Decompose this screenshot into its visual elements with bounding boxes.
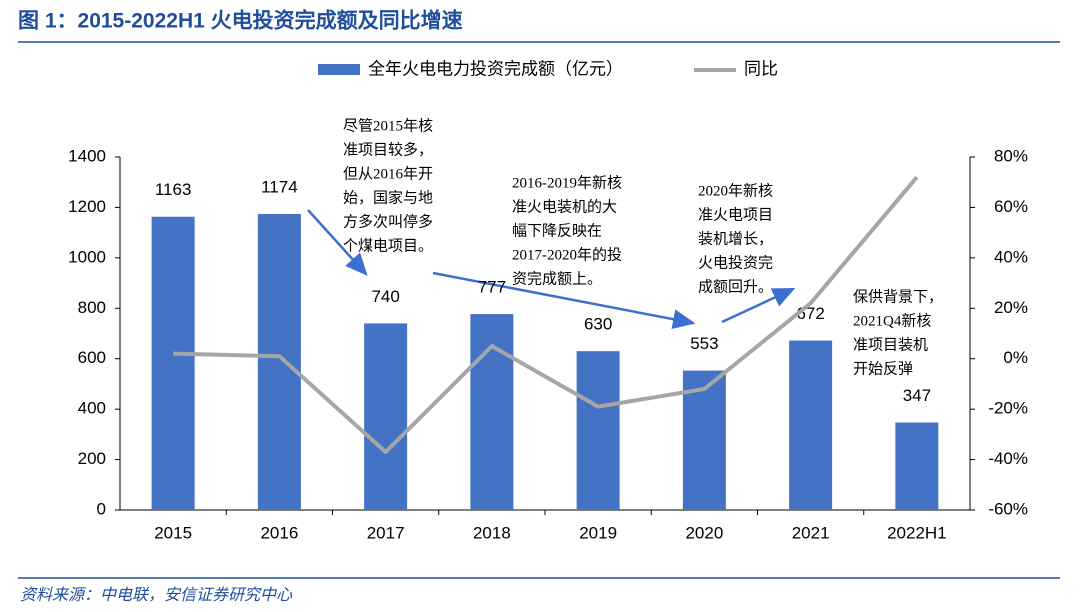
annotation: 2016-2019年新核 [512, 174, 622, 191]
data-label: 1174 [261, 177, 298, 196]
legend-label: 全年火电电力投资完成额（亿元） [368, 59, 623, 78]
y2-tick-label: 40% [994, 247, 1028, 266]
y2-tick-label: -20% [988, 399, 1028, 418]
annotation: 保供背景下， [853, 288, 943, 305]
y-tick-label: 200 [78, 449, 106, 468]
x-tick-label: 2021 [792, 523, 830, 542]
bar [895, 422, 939, 510]
x-tick-label: 2022H1 [887, 523, 947, 542]
y2-tick-label: 80% [994, 146, 1028, 165]
x-tick-label: 2020 [685, 523, 723, 542]
y2-tick-label: -60% [988, 499, 1028, 518]
annotation: 方多次叫停多 [343, 213, 433, 230]
chart-title: 图 1：2015-2022H1 火电投资完成额及同比增速 [18, 9, 463, 33]
annotation: 准项目较多， [343, 140, 433, 158]
annotation: 准火电装机的大 [512, 198, 617, 215]
annotation: 尽管2015年核 [343, 117, 433, 134]
y2-tick-label: 20% [994, 298, 1028, 317]
data-label: 740 [371, 287, 399, 306]
legend-swatch [318, 64, 360, 75]
bar [257, 213, 301, 510]
x-tick-label: 2016 [260, 523, 298, 542]
y-tick-label: 400 [78, 399, 106, 418]
y2-tick-label: 60% [994, 197, 1028, 216]
data-label: 553 [690, 334, 718, 353]
y-tick-label: 600 [78, 348, 106, 367]
annotation: 2021Q4新核 [853, 312, 931, 329]
annotation: 2020年新核 [698, 182, 773, 199]
annotation: 开始反弹 [853, 360, 913, 377]
annotation: 始，国家与地 [343, 189, 433, 206]
y-tick-label: 1400 [68, 146, 106, 165]
bar [364, 323, 408, 510]
data-label: 1163 [155, 180, 192, 199]
annotation: 2017-2020年的投 [512, 246, 622, 263]
x-tick-label: 2018 [473, 523, 511, 542]
line [173, 175, 919, 455]
y-tick-label: 800 [78, 298, 106, 317]
bar [470, 314, 514, 510]
annotation: 准火电项目 [698, 206, 773, 223]
annotation: 幅下降反映在 [512, 222, 602, 239]
annotation: 成额回升。 [698, 278, 773, 295]
annotation: 个煤电项目。 [343, 237, 433, 254]
y-tick-label: 1000 [68, 247, 106, 266]
arrows [307, 209, 796, 330]
x-tick-label: 2017 [367, 523, 405, 542]
y2-tick-label: -40% [988, 449, 1028, 468]
annotation: 火电投资完 [698, 254, 773, 271]
y-tick-label: 0 [97, 499, 106, 518]
source: 资料来源：中电联，安信证券研究中心 [20, 586, 293, 604]
annotation: 资完成额上。 [512, 270, 602, 287]
bar [789, 340, 833, 510]
data-label: 630 [584, 315, 612, 334]
annotation: 准项目装机 [853, 336, 928, 353]
x-tick-label: 2019 [579, 523, 617, 542]
bar [682, 370, 726, 510]
bar [151, 216, 195, 510]
x-tick-label: 2015 [154, 523, 192, 542]
data-label: 777 [478, 278, 506, 297]
y-tick-label: 1200 [68, 197, 106, 216]
annotation: 但从2016年开 [343, 165, 433, 182]
y2-tick-label: 0% [1003, 348, 1028, 367]
bar [576, 351, 620, 510]
data-label: 347 [903, 386, 931, 405]
annotation: 装机增长， [698, 230, 773, 247]
legend-label: 同比 [744, 59, 778, 78]
